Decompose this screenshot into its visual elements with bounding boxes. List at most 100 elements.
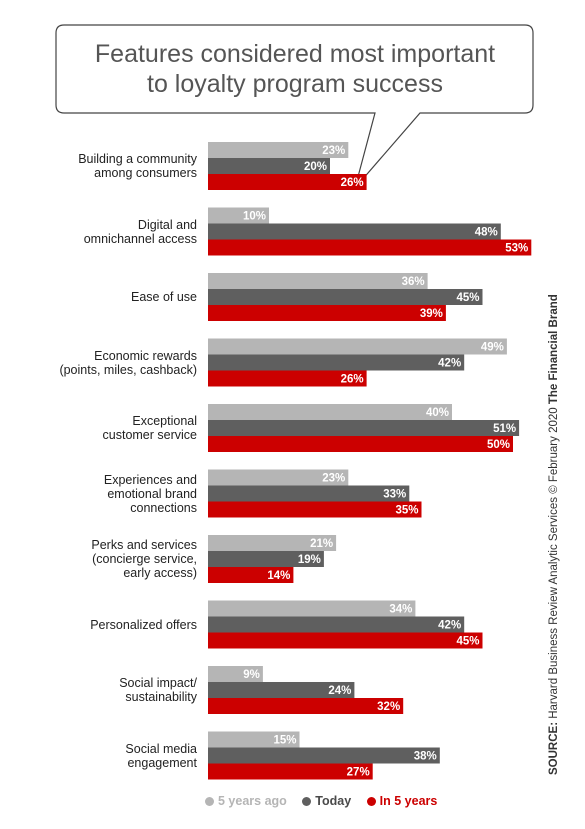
- bar-in-5-years: [208, 763, 373, 780]
- category-label-line: Ease of use: [130, 290, 197, 304]
- legend-swatch-today: [302, 797, 312, 806]
- chart-title-line-2: to loyalty program success: [147, 70, 443, 98]
- bar-group: 10% 48% 53%: [208, 207, 532, 256]
- chart-title: Features considered most important to lo…: [60, 39, 530, 99]
- legend-item-in-5-years: In 5 years: [366, 794, 438, 808]
- bar-today: [208, 747, 440, 764]
- bar-5-years-ago: [208, 404, 452, 420]
- source-text: Harvard Business Review Analytic Service…: [548, 404, 560, 722]
- bar-value-label: 42%: [438, 358, 461, 370]
- bar-value-label: 24%: [328, 685, 351, 697]
- category-label: Experiences and emotional brand connection…: [0, 473, 197, 515]
- bar-value-label: 45%: [456, 292, 479, 304]
- bar-today: [208, 354, 465, 371]
- bar-5-years-ago: [208, 535, 337, 551]
- bar-value-label: 9%: [243, 669, 260, 681]
- bar-5-years-ago: [208, 666, 263, 682]
- bar-in-5-years: [208, 174, 367, 190]
- bar-today: [208, 682, 355, 698]
- bar-today: [208, 223, 501, 240]
- bar-value-label: 26%: [341, 374, 364, 386]
- legend-swatch-in-5-years: [366, 797, 376, 806]
- bar-5-years-ago: [208, 338, 507, 355]
- category-label-line: Digital and: [137, 217, 197, 232]
- bar-value-label: 45%: [456, 636, 479, 648]
- bar-value-label: 10%: [243, 211, 266, 223]
- bar-group: 49% 42% 26%: [208, 338, 507, 387]
- bar-group: 21% 19% 14%: [208, 535, 337, 583]
- bar-today: [208, 158, 330, 174]
- legend-label-in-5-years: In 5 years: [379, 794, 438, 808]
- category-label: Perks and services (concierge service, ear…: [0, 538, 197, 580]
- bar-value-label: 50%: [487, 439, 510, 451]
- bar-today: [208, 289, 483, 305]
- bar-today: [208, 616, 465, 633]
- bar-value-label: 19%: [298, 554, 321, 566]
- bar-value-label: 51%: [493, 423, 516, 435]
- bar-value-label: 14%: [267, 570, 290, 582]
- bar-value-label: 40%: [426, 407, 449, 419]
- bar-in-5-years: [208, 370, 367, 387]
- category-label-line: Personalized offers: [90, 617, 197, 632]
- bar-group: 9% 24% 32%: [208, 666, 404, 714]
- bar-in-5-years: [208, 305, 446, 321]
- category-label-line: customer service: [102, 428, 197, 442]
- bar-value-label: 27%: [347, 767, 370, 779]
- bar-value-label: 32%: [377, 701, 400, 713]
- bar-value-label: 42%: [438, 620, 461, 632]
- category-label-line: among consumers: [94, 166, 197, 180]
- legend-label-5-years-ago: 5 years ago: [218, 794, 287, 808]
- legend-item-today: Today: [302, 794, 351, 808]
- chart-title-line-1: Features considered most important: [94, 40, 496, 68]
- bar-group: 40% 51% 50%: [208, 404, 520, 452]
- bar-in-5-years: [208, 436, 513, 452]
- bar-group: 23% 20% 26%: [208, 142, 367, 190]
- bar-value-label: 33%: [383, 489, 406, 501]
- bar-value-label: 35%: [395, 505, 418, 517]
- category-label: Ease of use: [0, 290, 197, 304]
- category-label-line: (points, miles, cashback): [59, 362, 197, 377]
- category-label: Social media engagement: [0, 742, 197, 770]
- title-callout-bubble: [55, 24, 534, 189]
- bar-group: 15% 38% 27%: [208, 731, 440, 780]
- bar-today: [208, 551, 324, 567]
- category-label: Personalized offers: [0, 618, 197, 632]
- bar-5-years-ago: [208, 273, 428, 289]
- bar-value-label: 53%: [505, 243, 528, 255]
- bar-today: [208, 485, 410, 502]
- bar-in-5-years: [208, 632, 483, 649]
- bar-5-years-ago: [208, 207, 269, 224]
- bar-5-years-ago: [208, 469, 349, 486]
- legend-swatch-5-years-ago: [205, 797, 214, 806]
- category-label-line: early access): [123, 566, 197, 580]
- source-brand: The Financial Brand: [548, 294, 560, 405]
- category-label-line: connections: [130, 500, 197, 515]
- bar-in-5-years: [208, 239, 532, 256]
- bar-value-label: 48%: [475, 227, 498, 239]
- bar-value-label: 39%: [420, 308, 443, 320]
- bar-value-label: 15%: [273, 735, 296, 747]
- category-label: Building a community among consumers: [0, 152, 197, 180]
- category-label: Exceptional customer service: [0, 414, 197, 442]
- category-label-line: (concierge service,: [92, 552, 197, 566]
- category-label-line: Economic rewards: [94, 348, 197, 363]
- bar-value-label: 21%: [310, 538, 333, 550]
- bar-5-years-ago: [208, 600, 416, 617]
- bar-5-years-ago: [208, 731, 300, 748]
- category-label: Economic rewards (points, miles, cashback…: [0, 349, 197, 377]
- category-label-line: emotional brand: [107, 486, 197, 501]
- bar-group: 23% 33% 35%: [208, 469, 422, 518]
- bar-group: 36% 45% 39%: [208, 273, 483, 321]
- category-label-line: Building a community: [78, 152, 197, 166]
- source-credit: SOURCE: Harvard Business Review Analytic…: [548, 215, 560, 775]
- bar-in-5-years: [208, 567, 294, 583]
- bar-value-label: 38%: [414, 751, 437, 763]
- category-label-line: sustainability: [125, 690, 197, 704]
- bar-in-5-years: [208, 698, 404, 714]
- bar-in-5-years: [208, 501, 422, 518]
- bar-value-label: 26%: [341, 177, 364, 189]
- legend: 5 years ago Today In 5 years: [205, 794, 449, 808]
- category-label-line: omnichannel access: [83, 231, 197, 246]
- category-label-line: Perks and services: [91, 538, 197, 552]
